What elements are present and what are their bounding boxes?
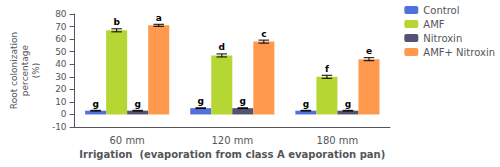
svg-text:g: g bbox=[134, 99, 140, 109]
svg-text:a: a bbox=[156, 13, 162, 23]
svg-text:120 mm: 120 mm bbox=[211, 135, 253, 146]
svg-text:70: 70 bbox=[55, 22, 67, 32]
svg-text:f: f bbox=[325, 64, 329, 74]
svg-text:(%): (%) bbox=[31, 63, 41, 79]
svg-text:30: 30 bbox=[55, 72, 67, 82]
svg-text:10: 10 bbox=[55, 97, 67, 107]
svg-text:g: g bbox=[92, 99, 98, 109]
svg-text:AMF: AMF bbox=[423, 19, 444, 30]
svg-text:180 mm: 180 mm bbox=[317, 135, 359, 146]
svg-text:c: c bbox=[261, 29, 266, 39]
svg-text:percentage: percentage bbox=[20, 44, 30, 96]
svg-text:g: g bbox=[303, 99, 309, 109]
svg-text:0: 0 bbox=[61, 109, 67, 119]
svg-text:g: g bbox=[345, 99, 351, 109]
svg-text:60: 60 bbox=[55, 34, 67, 44]
svg-text:b: b bbox=[113, 17, 120, 27]
svg-text:20: 20 bbox=[55, 84, 67, 94]
svg-text:40: 40 bbox=[55, 59, 67, 69]
svg-text:80: 80 bbox=[55, 9, 67, 19]
svg-text:60 mm: 60 mm bbox=[109, 135, 144, 146]
svg-text:-10: -10 bbox=[52, 122, 67, 132]
svg-text:Irrigation (evaporation from: Irrigation (evaporation from class A eva… bbox=[79, 149, 385, 160]
svg-text:Control: Control bbox=[423, 5, 459, 16]
svg-text:d: d bbox=[219, 42, 225, 52]
svg-text:50: 50 bbox=[55, 47, 67, 57]
svg-text:g: g bbox=[198, 96, 204, 106]
svg-text:e: e bbox=[366, 46, 372, 56]
svg-text:Nitroxin: Nitroxin bbox=[423, 33, 462, 44]
svg-text:Root colonization: Root colonization bbox=[9, 32, 19, 109]
svg-text:g: g bbox=[240, 96, 246, 106]
svg-text:AMF+ Nitroxin: AMF+ Nitroxin bbox=[423, 47, 495, 58]
